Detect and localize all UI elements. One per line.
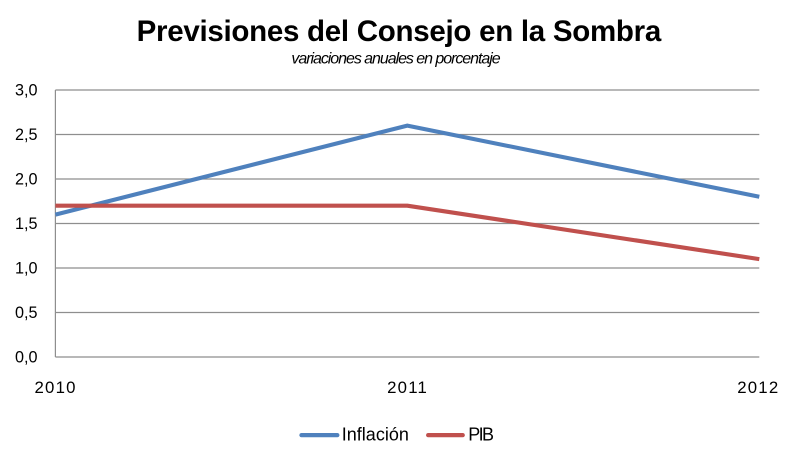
svg-text:2012: 2012 xyxy=(737,378,779,397)
svg-text:2,5: 2,5 xyxy=(15,126,38,144)
svg-text:0,5: 0,5 xyxy=(15,304,38,322)
svg-text:3,0: 3,0 xyxy=(15,82,38,100)
svg-text:PIB: PIB xyxy=(468,424,494,444)
svg-text:0,0: 0,0 xyxy=(15,349,38,367)
svg-text:2010: 2010 xyxy=(35,378,77,397)
svg-text:Previsiones del Consejo en la: Previsiones del Consejo en la Sombra xyxy=(137,15,662,48)
svg-text:2,0: 2,0 xyxy=(15,171,38,189)
svg-text:2011: 2011 xyxy=(387,378,428,397)
svg-text:1,0: 1,0 xyxy=(15,260,38,278)
svg-text:variaciones anuales en porcent: variaciones anuales en porcentaje xyxy=(291,51,500,68)
svg-text:Inflación: Inflación xyxy=(342,424,409,444)
svg-text:1,5: 1,5 xyxy=(15,215,38,233)
